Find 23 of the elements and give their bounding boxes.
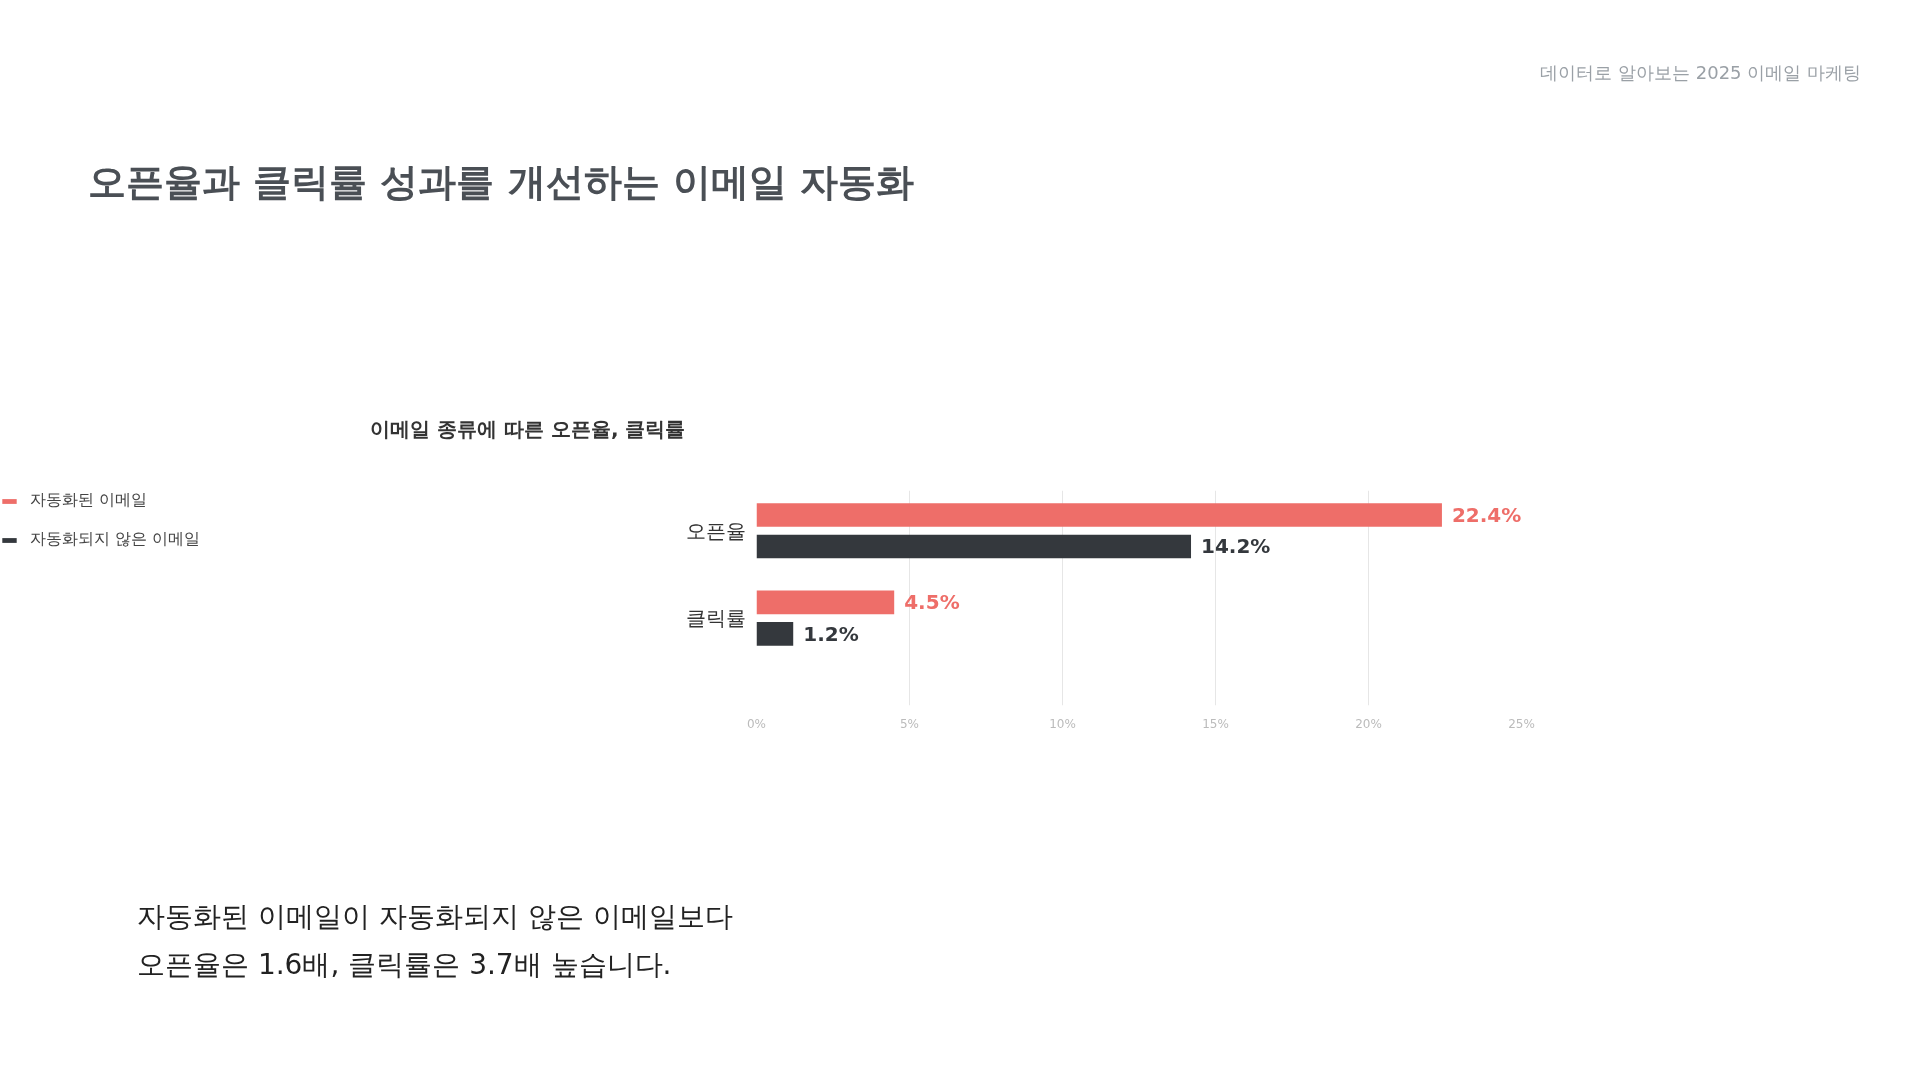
bar xyxy=(756,534,1192,559)
y-tick-label: 오픈율 xyxy=(685,518,746,543)
x-tick-label: 25% xyxy=(1508,716,1535,731)
bar xyxy=(756,503,1442,527)
data-label: 14.2% xyxy=(1201,534,1271,559)
text: 오픈율은 1.6배, 클릭률은 3.7배 높습니다. xyxy=(137,948,672,981)
legend-label: 자동화되지 않은 이메일 xyxy=(30,529,201,550)
text: 데이터로 알아보는 2025 이메일 마케팅 xyxy=(1540,61,1861,85)
bar xyxy=(756,590,895,615)
text: 자동화된 이메일이 자동화되지 않은 이메일보다 xyxy=(137,900,733,933)
data-label: 1.2% xyxy=(803,621,859,646)
x-tick-label: 5% xyxy=(899,716,920,731)
chart-title: 오픈율과 클릭률 성과를 개선하는 이메일 자동화 xyxy=(88,159,915,206)
x-tick-label: 15% xyxy=(1202,716,1229,731)
legend-label: 자동화된 이메일 xyxy=(30,490,148,511)
bar xyxy=(756,622,794,646)
data-label: 4.5% xyxy=(904,590,960,615)
x-tick-label: 20% xyxy=(1355,716,1382,731)
text: 이메일 종류에 따른 오픈율, 클릭률 xyxy=(370,416,686,443)
x-tick-label: 10% xyxy=(1049,716,1076,731)
y-tick-label: 클릭률 xyxy=(685,606,746,631)
x-tick-label: 0% xyxy=(746,716,767,731)
data-label: 22.4% xyxy=(1451,502,1522,527)
